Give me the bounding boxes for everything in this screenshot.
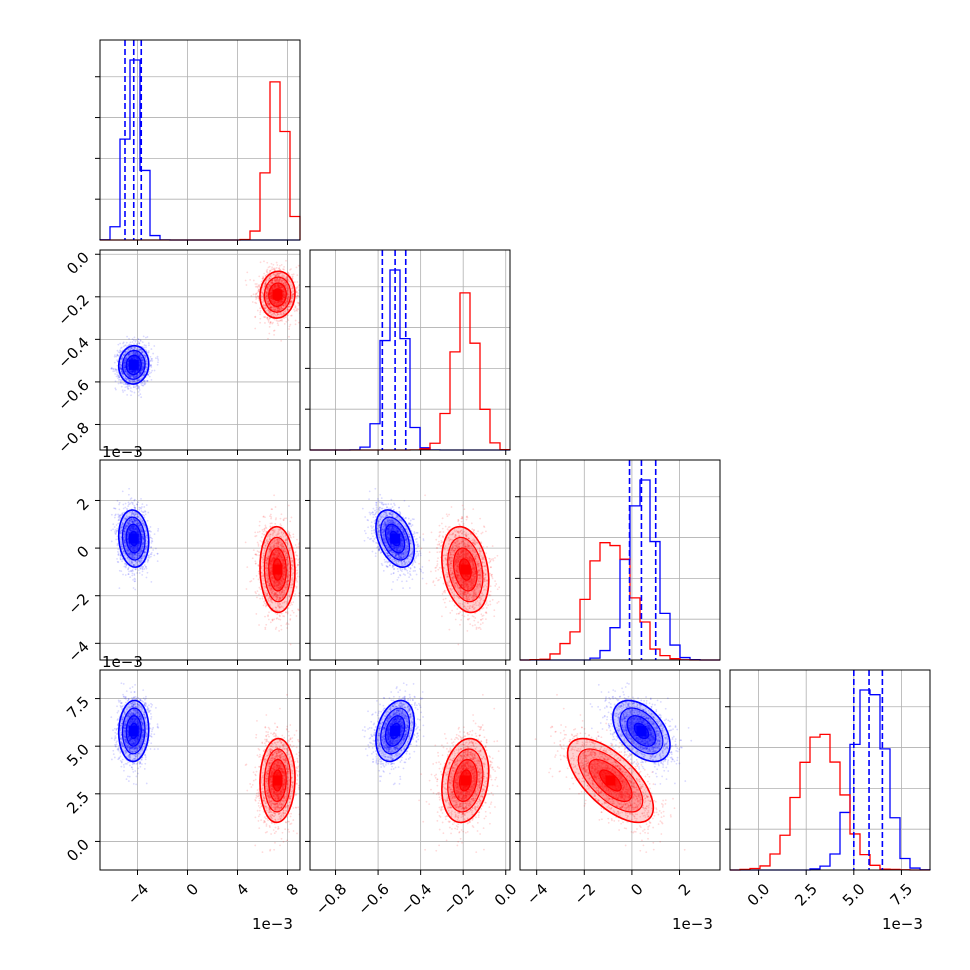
scatter-points-red: [244, 693, 300, 854]
density-peak-blue: [390, 725, 401, 736]
x-tick-label: 4: [233, 880, 252, 899]
histogram-step-blue: [730, 689, 931, 871]
y-tick-label: −2: [64, 590, 92, 618]
histogram-step-blue: [520, 479, 720, 661]
y-offset-label-row3: 1e−3: [102, 443, 143, 461]
y-tick-label: −0.4: [54, 333, 92, 371]
x-tick-label: 7.5: [887, 880, 917, 910]
x-tick-label: 0.0: [491, 880, 521, 910]
y-tick-label: −0.6: [54, 376, 92, 414]
axes-frame: [309, 669, 511, 871]
x-tick-label: 0: [183, 880, 202, 899]
density-peak-red: [605, 775, 616, 786]
density-peak-blue: [128, 533, 139, 544]
scatter-panel-4-3: −4 −2 0 2: [515, 669, 721, 908]
histogram-panel-3: [515, 459, 721, 665]
density-peak-red: [460, 775, 471, 786]
x-tick-label: 0.0: [744, 880, 774, 910]
histogram-panel-1: [95, 39, 301, 245]
scatter-points-blue: [110, 487, 160, 591]
density-peak-blue: [636, 725, 647, 736]
x-tick-label: 0: [627, 880, 646, 899]
panel-body: [361, 487, 501, 646]
axes-frame: [519, 459, 721, 661]
x-offset-label-col1: 1e−3: [252, 915, 293, 933]
axes-frame: [309, 459, 511, 661]
axes-frame: [99, 459, 301, 661]
density-peak-blue: [390, 533, 401, 544]
scatter-panel-4-2: −0.8 −0.6 −0.4 −0.2 0.0: [305, 669, 521, 919]
y-tick-label: −0.2: [54, 291, 92, 329]
x-tick-label: −4: [124, 880, 152, 908]
x-tick-label: 8: [283, 880, 302, 899]
histogram-step-red: [520, 542, 720, 661]
axes-frame: [309, 249, 511, 451]
axes-frame: [729, 669, 931, 871]
x-offset-label-col4: 1e−3: [882, 915, 923, 933]
y-tick-label: 0: [73, 542, 92, 561]
y-offset-label-row4: 1e−3: [102, 653, 143, 671]
panel-body: [110, 682, 300, 854]
x-tick-label: −0.8: [312, 880, 350, 918]
axes-frame: [99, 39, 301, 241]
y-tick-label: 7.5: [63, 693, 93, 723]
axes-frame: [99, 249, 301, 451]
y-tick-label: 0.0: [63, 248, 93, 278]
density-peak-red: [272, 289, 283, 300]
y-tick-label: 2.5: [63, 788, 93, 818]
x-tick-label: −4: [523, 880, 551, 908]
scatter-panel-3-2: [305, 459, 511, 665]
density-peak-red: [272, 775, 283, 786]
scatter-panel-3-1: −4 −2 0 2: [64, 459, 301, 666]
scatter-panel-4-1: −4 0 4 8 0.0 2.5 5.0 7.5: [63, 669, 302, 908]
y-tick-label: 0.0: [63, 836, 93, 866]
histogram-step-red: [730, 733, 930, 871]
axes-frame: [519, 669, 721, 871]
x-tick-label: −0.4: [397, 880, 435, 918]
panel-body: [110, 259, 300, 399]
panel-body: [534, 682, 693, 854]
y-tick-label: 5.0: [63, 740, 93, 770]
x-tick-label: −2: [571, 880, 599, 908]
histogram-panel-4: 0.0 2.5 5.0 7.5: [725, 669, 931, 910]
x-tick-label: 2: [675, 880, 694, 899]
panel-body: [110, 487, 300, 646]
density-peak-red: [272, 564, 283, 575]
axes-frame: [99, 669, 301, 871]
y-tick-label: 2: [73, 495, 92, 514]
panel-body: [361, 682, 501, 854]
y-tick-label: −0.8: [54, 419, 92, 457]
x-tick-label: 2.5: [791, 880, 821, 910]
density-peak-blue: [128, 359, 139, 370]
x-tick-label: 5.0: [839, 880, 869, 910]
density-peak-blue: [128, 725, 139, 736]
y-tick-label: −4: [64, 637, 92, 665]
histogram-panel-2: [305, 249, 511, 455]
x-tick-label: −0.2: [439, 880, 477, 918]
x-tick-label: −0.6: [354, 880, 392, 918]
x-offset-label-col3: 1e−3: [672, 915, 713, 933]
density-peak-red: [460, 564, 471, 575]
scatter-panel-2-1: −0.8 −0.6 −0.4 −0.2 0.0: [54, 248, 301, 457]
